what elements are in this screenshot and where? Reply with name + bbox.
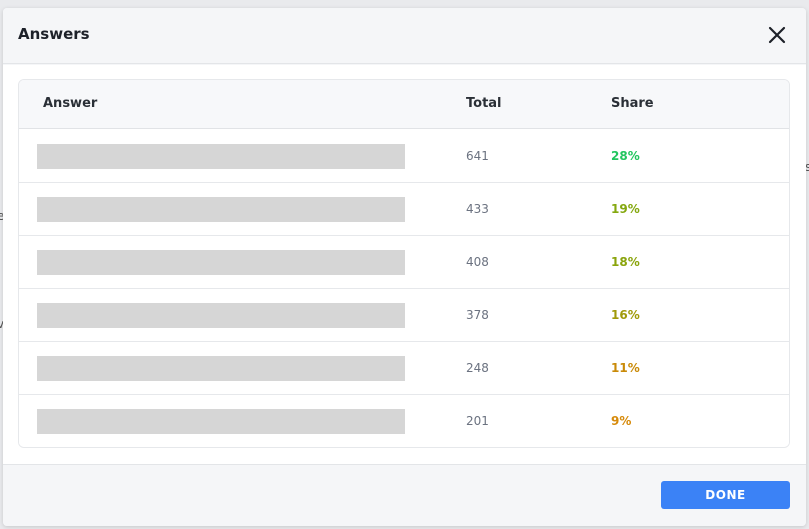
dialog-title: Answers (18, 25, 90, 43)
answers-dialog: Answers Answer Total Share 641 28% 433 19% 4… (3, 8, 806, 526)
table-row: 433 19% (19, 183, 789, 236)
share-cell: 19% (611, 202, 640, 216)
table-row: 201 9% (19, 395, 789, 447)
total-cell: 201 (466, 414, 489, 428)
background-text-fragment: e (0, 209, 4, 223)
total-cell: 433 (466, 202, 489, 216)
dialog-footer: DONE (3, 464, 806, 526)
answers-table: Answer Total Share 641 28% 433 19% 408 18% 378… (18, 79, 790, 448)
background-text-fragment: s (805, 160, 809, 174)
close-icon (768, 26, 786, 44)
close-button[interactable] (766, 24, 788, 46)
table-row: 248 11% (19, 342, 789, 395)
total-cell: 378 (466, 308, 489, 322)
table-header: Answer Total Share (19, 80, 789, 129)
answer-cell-redacted (37, 250, 405, 275)
total-cell: 641 (466, 149, 489, 163)
table-row: 408 18% (19, 236, 789, 289)
answer-cell-redacted (37, 197, 405, 222)
answer-cell-redacted (37, 303, 405, 328)
total-cell: 408 (466, 255, 489, 269)
share-cell: 11% (611, 361, 640, 375)
dialog-header: Answers (3, 8, 806, 64)
share-cell: 18% (611, 255, 640, 269)
done-button[interactable]: DONE (661, 481, 790, 509)
background-text-fragment: v (0, 317, 4, 331)
column-header-answer: Answer (43, 96, 98, 111)
table-row: 378 16% (19, 289, 789, 342)
column-header-total: Total (466, 96, 502, 111)
share-cell: 9% (611, 414, 632, 428)
share-cell: 16% (611, 308, 640, 322)
table-row: 641 28% (19, 130, 789, 183)
answer-cell-redacted (37, 356, 405, 381)
answer-cell-redacted (37, 144, 405, 169)
share-cell: 28% (611, 149, 640, 163)
total-cell: 248 (466, 361, 489, 375)
dialog-body: Answer Total Share 641 28% 433 19% 408 18% 378… (3, 65, 806, 464)
column-header-share: Share (611, 96, 654, 111)
answer-cell-redacted (37, 409, 405, 434)
